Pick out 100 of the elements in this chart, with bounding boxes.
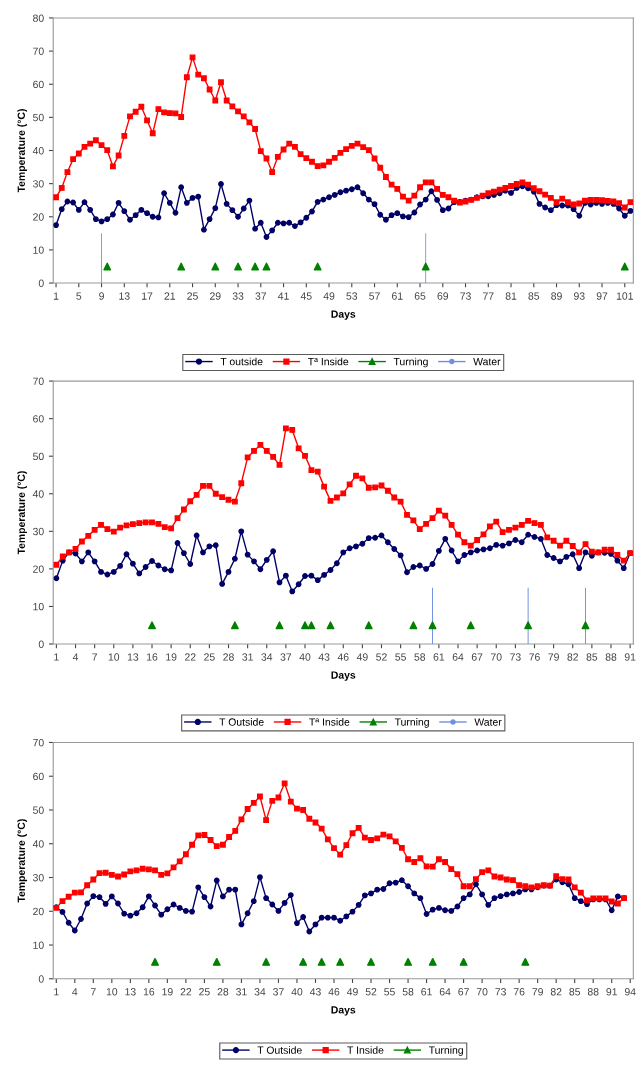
x-tick-label: 10 (108, 653, 120, 661)
x-tick-label: 34 (261, 653, 273, 661)
x-tick-label: 31 (242, 653, 253, 661)
x-tick-label: 61 (421, 988, 432, 996)
x-tick-label: 101 (616, 292, 633, 300)
x-tick-label: 79 (548, 653, 559, 661)
x-tick-label: 37 (255, 292, 267, 300)
x-tick-label: 31 (236, 988, 247, 996)
x-tick-label: 46 (337, 653, 349, 661)
y-tick-label: 70 (33, 47, 44, 55)
y-tick-label: 0 (38, 279, 44, 287)
x-tick-label: 76 (513, 988, 525, 996)
legend-label: Water (473, 358, 501, 366)
x-tick-label: 76 (529, 653, 540, 661)
x-tick-label: 79 (532, 988, 543, 996)
x-tick-label: 52 (376, 653, 387, 661)
x-tick-label: 7 (90, 988, 96, 996)
x-tick-label: 13 (119, 292, 130, 300)
legend-label: T outside (220, 357, 263, 366)
x-tick-label: 17 (142, 292, 153, 300)
x-tick-label: 64 (452, 653, 464, 661)
x-tick-label: 61 (392, 292, 403, 300)
legend-label: Tª Inside (308, 357, 349, 366)
x-tick-label: 55 (395, 653, 406, 661)
x-tick-label: 1 (54, 653, 59, 661)
y-tick-label: 60 (33, 415, 44, 423)
y-tick-label: 40 (32, 147, 44, 155)
x-tick-label: 88 (605, 653, 617, 661)
y-tick-label: 60 (33, 772, 44, 781)
x-tick-label: 16 (143, 988, 155, 996)
y-tick-label: 0 (38, 975, 44, 983)
x-tick-label: 88 (587, 988, 599, 996)
y-tick-label: 50 (33, 452, 44, 461)
legend-label: T Inside (347, 1046, 384, 1054)
x-tick-label: 19 (166, 653, 177, 661)
x-tick-label: 65 (414, 292, 426, 300)
x-tick-label: 4 (72, 988, 78, 996)
x-tick-label: 29 (210, 292, 221, 300)
x-tick-label: 41 (277, 292, 289, 300)
x-tick-label: 40 (291, 988, 303, 996)
x-tick-label: 70 (476, 988, 488, 996)
x-tick-label: 40 (299, 653, 311, 661)
x-tick-label: 82 (550, 988, 562, 996)
legend-label: Turning (393, 357, 428, 368)
x-tick-label: 37 (273, 988, 284, 996)
x-tick-label: 58 (414, 653, 426, 661)
y-tick-label: 30 (32, 527, 44, 536)
y-tick-label: 0 (38, 640, 44, 648)
x-tick-label: 33 (232, 292, 244, 300)
x-tick-label: 85 (528, 292, 540, 300)
x-tick-label: 53 (346, 292, 358, 300)
x-axis-title: Days (331, 671, 356, 681)
x-tick-label: 37 (280, 653, 292, 661)
y-tick-label: 60 (33, 80, 44, 89)
x-tick-label: 22 (184, 653, 196, 661)
x-tick-label: 19 (162, 988, 173, 996)
x-tick-label: 5 (76, 292, 82, 300)
y-tick-label: 40 (32, 840, 44, 848)
legend-label: Turning (394, 718, 429, 728)
x-tick-label: 13 (125, 988, 136, 996)
y-tick-label: 10 (33, 246, 44, 254)
x-tick-label: 52 (365, 988, 377, 996)
x-tick-label: 70 (490, 653, 502, 661)
x-tick-label: 97 (596, 292, 608, 300)
x-tick-label: 10 (106, 988, 118, 996)
y-tick-label: 50 (33, 806, 44, 814)
x-tick-label: 73 (495, 988, 506, 996)
legend-label: T Outside (257, 1046, 302, 1054)
x-tick-label: 89 (551, 292, 562, 300)
x-tick-label: 45 (300, 292, 312, 300)
x-axis-title: Days (331, 310, 356, 320)
legend-label: Water (474, 718, 502, 726)
x-tick-label: 49 (323, 292, 335, 300)
legend-label: Turning (428, 1046, 463, 1056)
x-tick-label: 43 (309, 988, 321, 996)
x-tick-label: 85 (569, 988, 581, 996)
x-tick-label: 46 (328, 988, 340, 996)
x-tick-label: 21 (164, 292, 176, 300)
x-tick-label: 67 (458, 988, 469, 996)
x-tick-label: 64 (439, 988, 451, 996)
x-tick-label: 81 (505, 292, 517, 300)
y-axis-title: Temperature (°C) (17, 819, 28, 903)
x-tick-label: 61 (433, 653, 445, 661)
x-tick-label: 73 (510, 653, 521, 661)
x-tick-label: 1 (53, 292, 59, 300)
x-tick-label: 49 (346, 988, 358, 996)
x-tick-label: 93 (573, 292, 585, 300)
x-tick-label: 4 (72, 653, 79, 661)
x-tick-label: 91 (606, 988, 617, 996)
x-tick-label: 49 (356, 653, 368, 661)
x-tick-label: 7 (92, 653, 98, 661)
y-tick-label: 20 (33, 213, 44, 221)
y-tick-label: 30 (32, 874, 44, 882)
x-tick-label: 55 (384, 988, 395, 996)
y-tick-label: 80 (33, 14, 44, 22)
x-tick-label: 43 (318, 653, 330, 661)
x-tick-label: 69 (437, 292, 449, 300)
y-tick-label: 10 (33, 941, 44, 949)
x-tick-label: 85 (586, 653, 598, 661)
y-axis-title: Temperature (°C) (17, 471, 28, 555)
